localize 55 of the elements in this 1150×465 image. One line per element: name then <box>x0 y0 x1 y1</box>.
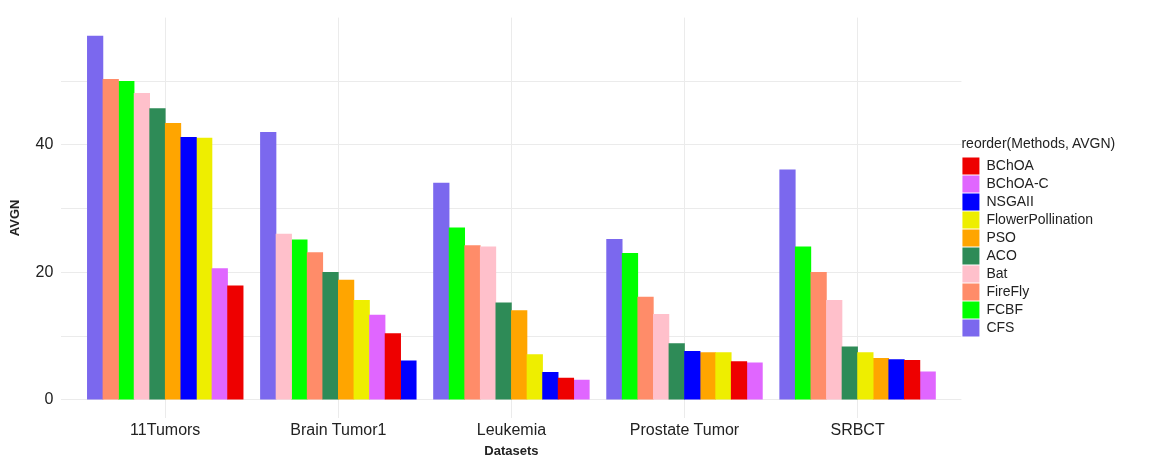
legend-label: FlowerPollination <box>986 210 1094 227</box>
bar <box>164 122 182 400</box>
bar <box>919 371 936 400</box>
bar <box>794 246 812 400</box>
legend-label: BChOA <box>986 156 1035 173</box>
bar <box>133 93 150 400</box>
bar <box>888 359 905 400</box>
y-tick-label: 20 <box>35 262 54 280</box>
bar <box>573 379 590 400</box>
bar <box>606 238 623 400</box>
x-tick-label: SRBCT <box>830 421 885 439</box>
y-axis-title: AVGN <box>7 199 23 237</box>
bar <box>826 300 843 400</box>
bar <box>557 377 575 400</box>
bar <box>841 346 858 400</box>
bar <box>903 359 921 400</box>
x-tick-label: Prostate Tumor <box>629 421 740 439</box>
bar <box>353 300 370 400</box>
bar <box>338 279 355 400</box>
legend-label: ACO <box>986 246 1017 263</box>
legend-label: FireFly <box>986 282 1030 299</box>
bar <box>495 302 512 400</box>
bar <box>149 108 166 400</box>
bar <box>433 182 450 400</box>
bar <box>87 35 104 400</box>
bar <box>730 361 748 400</box>
bar <box>542 372 559 400</box>
legend-label: NSGAII <box>986 192 1034 209</box>
legend-label: BChOA-C <box>986 174 1049 191</box>
bar <box>479 246 497 400</box>
bar <box>668 343 685 400</box>
bar <box>526 354 543 400</box>
bar <box>810 272 827 400</box>
bar <box>384 333 401 400</box>
legend-title: reorder(Methods, AVGN) <box>961 135 1116 152</box>
bar <box>322 272 339 400</box>
legend-label: FCBF <box>986 300 1023 317</box>
x-tick-label: Brain Tumor1 <box>290 421 387 439</box>
x-axis-title: Datasets <box>484 442 539 458</box>
bar <box>746 362 763 400</box>
x-tick-label: 11Tumors <box>130 421 201 439</box>
bar <box>653 314 670 400</box>
legend-label: CFS <box>986 318 1015 335</box>
bar <box>260 131 277 400</box>
y-tick-label: 0 <box>44 390 54 408</box>
bar <box>779 169 796 400</box>
legend-label: PSO <box>986 228 1017 245</box>
y-tick-label: 40 <box>35 135 54 153</box>
bar <box>511 310 528 400</box>
legend-label: Bat <box>986 264 1008 281</box>
x-tick-label: Leukemia <box>476 421 547 439</box>
bar <box>464 245 481 400</box>
bar <box>621 252 639 400</box>
bar <box>637 296 654 400</box>
bar <box>448 227 466 400</box>
